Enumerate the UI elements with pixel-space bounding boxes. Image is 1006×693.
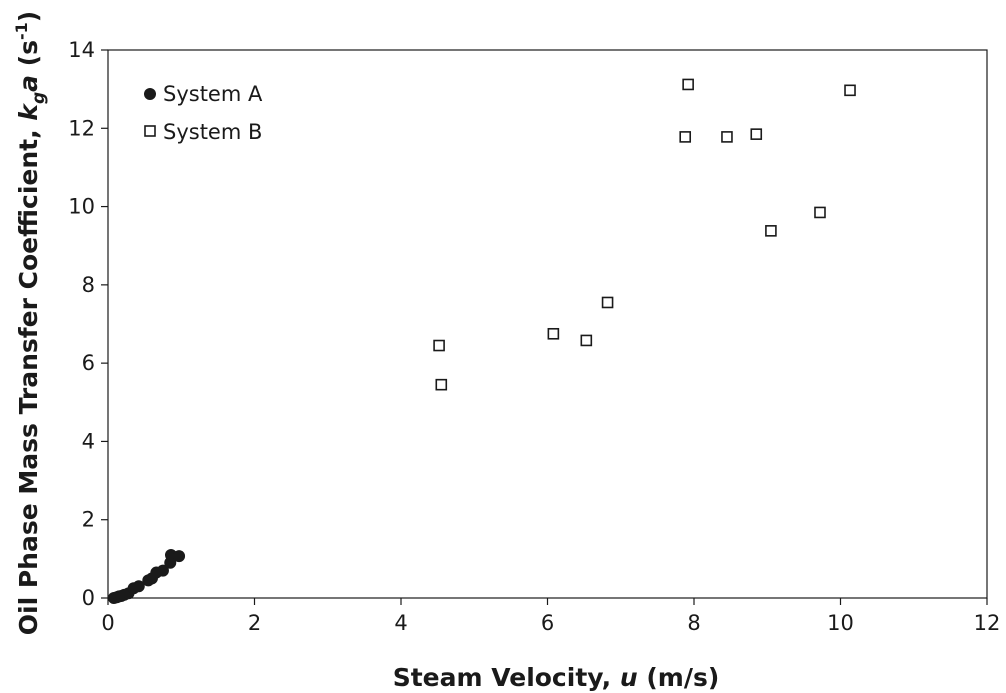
data-point-system-b (814, 206, 826, 219)
x-axis-title: Steam Velocity, u (m/s) (393, 663, 720, 692)
x-tick-label: 4 (394, 611, 407, 635)
y-tick-label: 6 (82, 351, 95, 375)
data-series (107, 78, 856, 604)
y-tick-label: 14 (68, 38, 95, 62)
data-point-system-b (682, 78, 694, 91)
data-point-system-b (750, 128, 763, 140)
legend-label-system-a: System A (163, 82, 263, 106)
data-point-system-b (580, 334, 593, 347)
data-point-system-b (679, 131, 692, 143)
x-tick-label: 2 (248, 611, 261, 635)
x-tick-label: 8 (687, 611, 700, 635)
data-point-system-b (844, 84, 856, 97)
legend: System A System B (144, 82, 263, 144)
y-tick-label: 10 (68, 195, 95, 219)
data-point-system-a (173, 550, 186, 563)
legend-marker-system-b (144, 125, 156, 137)
y-axis-title: Oil Phase Mass Transfer Coefficient, kga… (12, 11, 49, 635)
legend-label-system-b: System B (163, 120, 262, 144)
legend-marker-system-a (144, 88, 156, 100)
y-tick-label: 12 (68, 116, 95, 140)
y-axis-ticks: 0 2 4 6 8 10 12 14 (68, 38, 108, 610)
x-tick-label: 0 (101, 611, 114, 635)
x-axis-ticks: 0 2 4 6 8 10 12 (101, 598, 1000, 635)
plot-area (107, 49, 988, 599)
y-tick-label: 8 (82, 273, 95, 297)
data-point-system-b (435, 378, 448, 391)
data-point-system-b (601, 296, 614, 309)
x-tick-label: 12 (974, 611, 1001, 635)
data-point-system-b (765, 225, 777, 237)
data-point-system-b (547, 327, 560, 340)
data-point-system-a (156, 564, 169, 577)
x-tick-label: 10 (827, 611, 854, 635)
data-point-system-a (132, 580, 145, 593)
x-tick-label: 6 (541, 611, 554, 635)
y-tick-label: 4 (82, 429, 95, 453)
y-tick-label: 2 (82, 508, 95, 532)
data-point-system-b (433, 339, 445, 352)
data-point-system-b (721, 131, 733, 143)
y-tick-label: 0 (82, 586, 95, 610)
